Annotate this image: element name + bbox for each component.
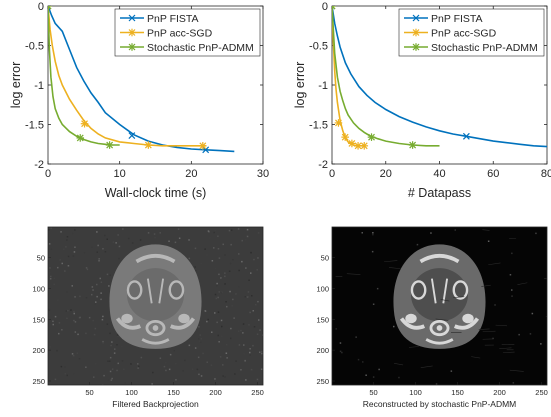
y-tick-label: -0.5 [309,41,328,53]
series-marker-1 [354,142,362,150]
x-axis-label: Wall-clock time (s) [105,186,207,200]
x-tick-label: 40 [433,168,445,180]
x-tick-label: 100 [409,388,422,397]
image-caption: Filtered Backprojection [112,399,199,409]
legend-entry-0: PnP FISTA [431,13,483,25]
y-tick-label: -1 [318,80,328,92]
image-frame [47,226,264,386]
x-tick-label: 80 [541,168,551,180]
x-tick-label: 0 [329,168,335,180]
x-tick-label: 250 [251,388,264,397]
y-tick-label: -1 [34,80,44,92]
x-tick-label: 250 [535,388,548,397]
series-line-0 [48,6,235,153]
chart-datapass: 0 20 40 60 80 0 -0.5 -1 -1.5 -2 # Datapass log erro… [293,1,551,200]
series-marker-2 [408,141,417,149]
y-tick-label: 250 [316,377,329,386]
series-marker-1 [334,119,343,127]
series-line-2 [48,6,120,146]
series-marker-2 [76,134,85,142]
series-line-0 [332,6,547,148]
legend: PnP FISTA PnP acc-SGD Stochastic PnP-ADMM [398,8,545,57]
legend: PnP FISTA PnP acc-SGD Stochastic PnP-ADMM [114,8,261,57]
legend-marker-1 [128,28,136,37]
y-tick-label: 100 [32,284,45,293]
x-tick-label: 0 [45,168,51,180]
x-tick-label: 20 [380,168,392,180]
y-tick-label: 0 [38,1,44,13]
legend-marker-2 [412,43,420,51]
x-tick-label: 60 [487,168,499,180]
image-frame [331,226,548,386]
series-line-1 [48,6,206,147]
legend-marker-1 [412,28,420,37]
legend-marker-0 [412,14,420,22]
legend-entry-2: Stochastic PnP-ADMM [147,42,254,54]
x-tick-label: 50 [85,388,93,397]
series-line-2 [332,6,440,147]
legend-marker-2 [128,43,136,51]
series-marker-1 [144,141,153,149]
x-tick-label: 10 [114,168,126,180]
x-tick-label: 100 [125,388,138,397]
y-tick-label: 200 [316,346,329,355]
y-tick-label: 200 [32,346,45,355]
y-tick-label: -0.5 [25,41,44,53]
y-tick-label: -1.5 [25,120,44,132]
image-content [332,227,547,385]
image-caption: Reconstructed by stochastic PnP-ADMM [363,399,517,409]
y-tick-label: 50 [321,254,329,263]
legend-entry-1: PnP acc-SGD [431,27,497,39]
series-marker-1 [341,133,349,141]
y-tick-label: -1.5 [309,120,328,132]
series-marker-1 [360,142,369,150]
image-reconstructed: 50 100 150 200 250 50 100 150 200 250 Reconstructe… [316,226,548,409]
series-marker-1 [348,139,356,148]
series-marker-2 [332,6,336,10]
legend-entry-1: PnP acc-SGD [147,27,213,39]
y-tick-label: -2 [34,159,44,171]
y-axis-label: log error [9,62,23,109]
y-axis-label: log error [293,62,307,109]
x-tick-label: 150 [167,388,180,397]
x-tick-label: 150 [451,388,464,397]
series-marker-1 [80,119,89,128]
y-tick-label: 50 [37,254,45,263]
series-marker-0 [202,146,210,154]
x-axis-label: # Datapass [408,186,471,200]
x-tick-label: 200 [493,388,506,397]
series-marker-2 [367,133,376,141]
series-marker-2 [48,6,52,10]
y-tick-label: 150 [32,315,45,324]
series-marker-0 [462,132,470,140]
series-marker-2 [105,141,114,149]
y-tick-label: 250 [32,377,45,386]
y-tick-label: 150 [316,315,329,324]
x-tick-label: 200 [209,388,222,397]
image-filtered-backprojection: 50 100 150 200 250 50 100 150 200 250 Filtered Bac… [32,226,264,409]
series-marker-0 [128,132,136,139]
y-tick-label: 0 [322,1,328,13]
x-tick-label: 50 [369,388,377,397]
legend-entry-2: Stochastic PnP-ADMM [431,42,538,54]
image-content [48,227,263,385]
x-tick-label: 30 [257,168,269,180]
y-tick-label: -2 [318,159,328,171]
legend-marker-0 [128,14,136,22]
chart-time: 0 10 20 30 0 -0.5 -1 -1.5 -2 Wall-clock time (s) l… [9,1,269,200]
legend-entry-0: PnP FISTA [147,13,199,25]
x-tick-label: 20 [185,168,197,180]
series-marker-1 [199,142,207,150]
y-tick-label: 100 [316,284,329,293]
